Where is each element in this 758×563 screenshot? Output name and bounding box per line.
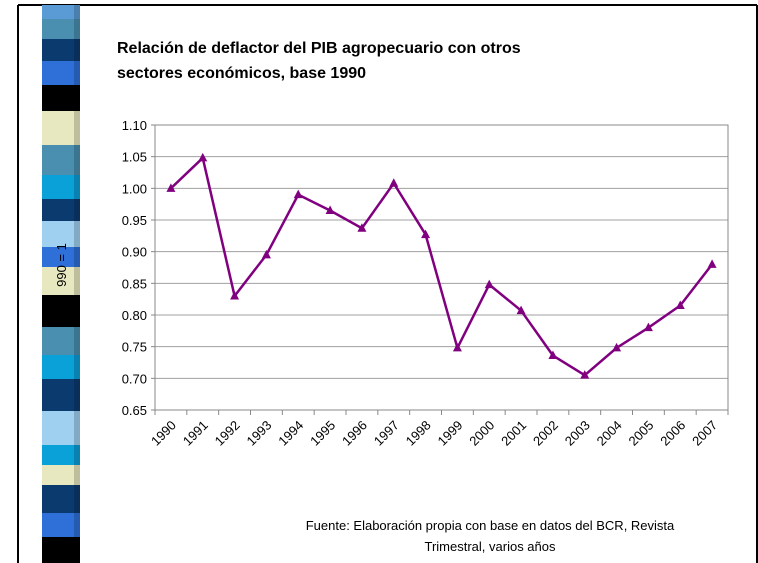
x-tick-label: 1998 <box>403 418 434 449</box>
y-tick-label: 0.70 <box>122 371 147 386</box>
point-marker <box>485 280 494 289</box>
x-tick-label: 2007 <box>689 418 720 449</box>
point-marker <box>389 178 398 187</box>
x-tick-label: 1995 <box>307 418 338 449</box>
x-tick-label: 1993 <box>243 418 274 449</box>
x-tick-label: 1999 <box>434 418 465 449</box>
y-tick-label: 0.90 <box>122 245 147 260</box>
x-tick-label: 2006 <box>657 418 688 449</box>
x-tick-label: 1992 <box>212 418 243 449</box>
x-tick-label: 1996 <box>339 418 370 449</box>
source-note: Trimestral, varios años <box>425 539 556 554</box>
y-tick-label: 1.05 <box>122 150 147 165</box>
x-tick-label: 2000 <box>466 418 497 449</box>
chart-title: Relación de deflactor del PIB agropecuar… <box>117 40 521 57</box>
point-marker <box>708 259 717 268</box>
point-marker <box>198 153 207 162</box>
y-tick-label: 0.75 <box>122 340 147 355</box>
x-tick-label: 1994 <box>275 418 306 449</box>
y-tick-label: 0.65 <box>122 403 147 418</box>
chart-title: sectores económicos, base 1990 <box>117 65 366 82</box>
y-tick-label: 0.85 <box>122 276 147 291</box>
y-tick-label: 1.00 <box>122 181 147 196</box>
x-tick-label: 2003 <box>562 418 593 449</box>
y-tick-label: 0.95 <box>122 213 147 228</box>
x-tick-label: 2002 <box>530 418 561 449</box>
x-tick-label: 2004 <box>594 418 625 449</box>
series-line <box>171 158 712 375</box>
y-tick-label: 1.10 <box>122 118 147 133</box>
x-tick-label: 2005 <box>625 418 656 449</box>
source-note: Fuente: Elaboración propia con base en d… <box>306 518 675 533</box>
y-tick-label: 0.80 <box>122 308 147 323</box>
x-tick-label: 1991 <box>180 418 211 449</box>
x-tick-label: 1997 <box>371 418 402 449</box>
point-marker <box>294 190 303 199</box>
x-tick-label: 2001 <box>498 418 529 449</box>
slide: Relación de deflactor del PIB agropecuar… <box>0 0 758 563</box>
y-axis-label: 990 = 1 <box>54 243 69 287</box>
x-tick-label: 1990 <box>148 418 179 449</box>
plot-border <box>155 125 728 410</box>
